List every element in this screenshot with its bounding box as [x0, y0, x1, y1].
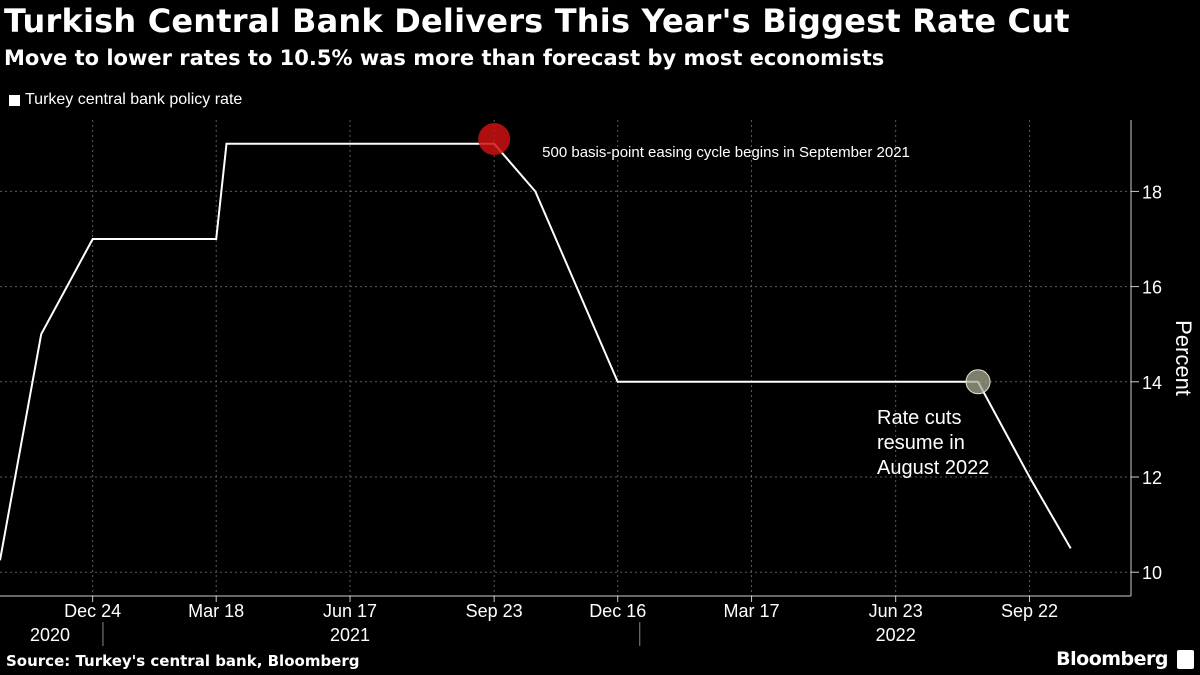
y-axis-title: Percent	[1171, 320, 1196, 396]
year-label: 2021	[330, 625, 370, 645]
y-tick-label: 12	[1142, 468, 1162, 488]
x-tick-label: Sep 23	[466, 601, 523, 621]
y-tick-label: 16	[1142, 278, 1162, 298]
legend-swatch	[9, 94, 20, 106]
source-note: Source: Turkey's central bank, Bloomberg	[6, 652, 360, 670]
legend-label: Turkey central bank policy rate	[25, 91, 243, 108]
x-tick-label: Jun 17	[323, 601, 377, 621]
x-tick-label: Sep 22	[1001, 601, 1058, 621]
annotation-label-cuts-resume: resume in	[877, 432, 965, 454]
chart-title: Turkish Central Bank Delivers This Year'…	[4, 2, 1070, 40]
year-label: 2022	[876, 625, 916, 645]
annotation-label-cuts-resume: Rate cuts	[877, 407, 961, 429]
annotation-marker-cuts-resume	[965, 369, 991, 395]
x-tick-label: Jun 23	[869, 601, 923, 621]
bloomberg-terminal-icon	[1177, 650, 1194, 669]
year-label: 2020	[30, 625, 70, 645]
x-tick-label: Dec 24	[64, 601, 121, 621]
annotation-label-easing-start: 500 basis-point easing cycle begins in S…	[542, 144, 910, 161]
x-tick-label: Mar 18	[188, 601, 244, 621]
x-tick-label: Dec 16	[589, 601, 646, 621]
annotation-marker-easing-start	[478, 123, 511, 156]
x-tick-label: Mar 17	[724, 601, 780, 621]
annotation-label-cuts-resume: August 2022	[877, 457, 989, 479]
series-line-policy-rate	[0, 142, 1072, 561]
y-tick-label: 10	[1142, 563, 1162, 583]
legend: Turkey central bank policy rate	[9, 91, 242, 109]
chart-subtitle: Move to lower rates to 10.5% was more th…	[4, 46, 885, 70]
y-tick-label: 18	[1142, 182, 1162, 202]
bloomberg-logo: Bloomberg	[1056, 648, 1168, 670]
y-tick-label: 14	[1142, 373, 1162, 393]
